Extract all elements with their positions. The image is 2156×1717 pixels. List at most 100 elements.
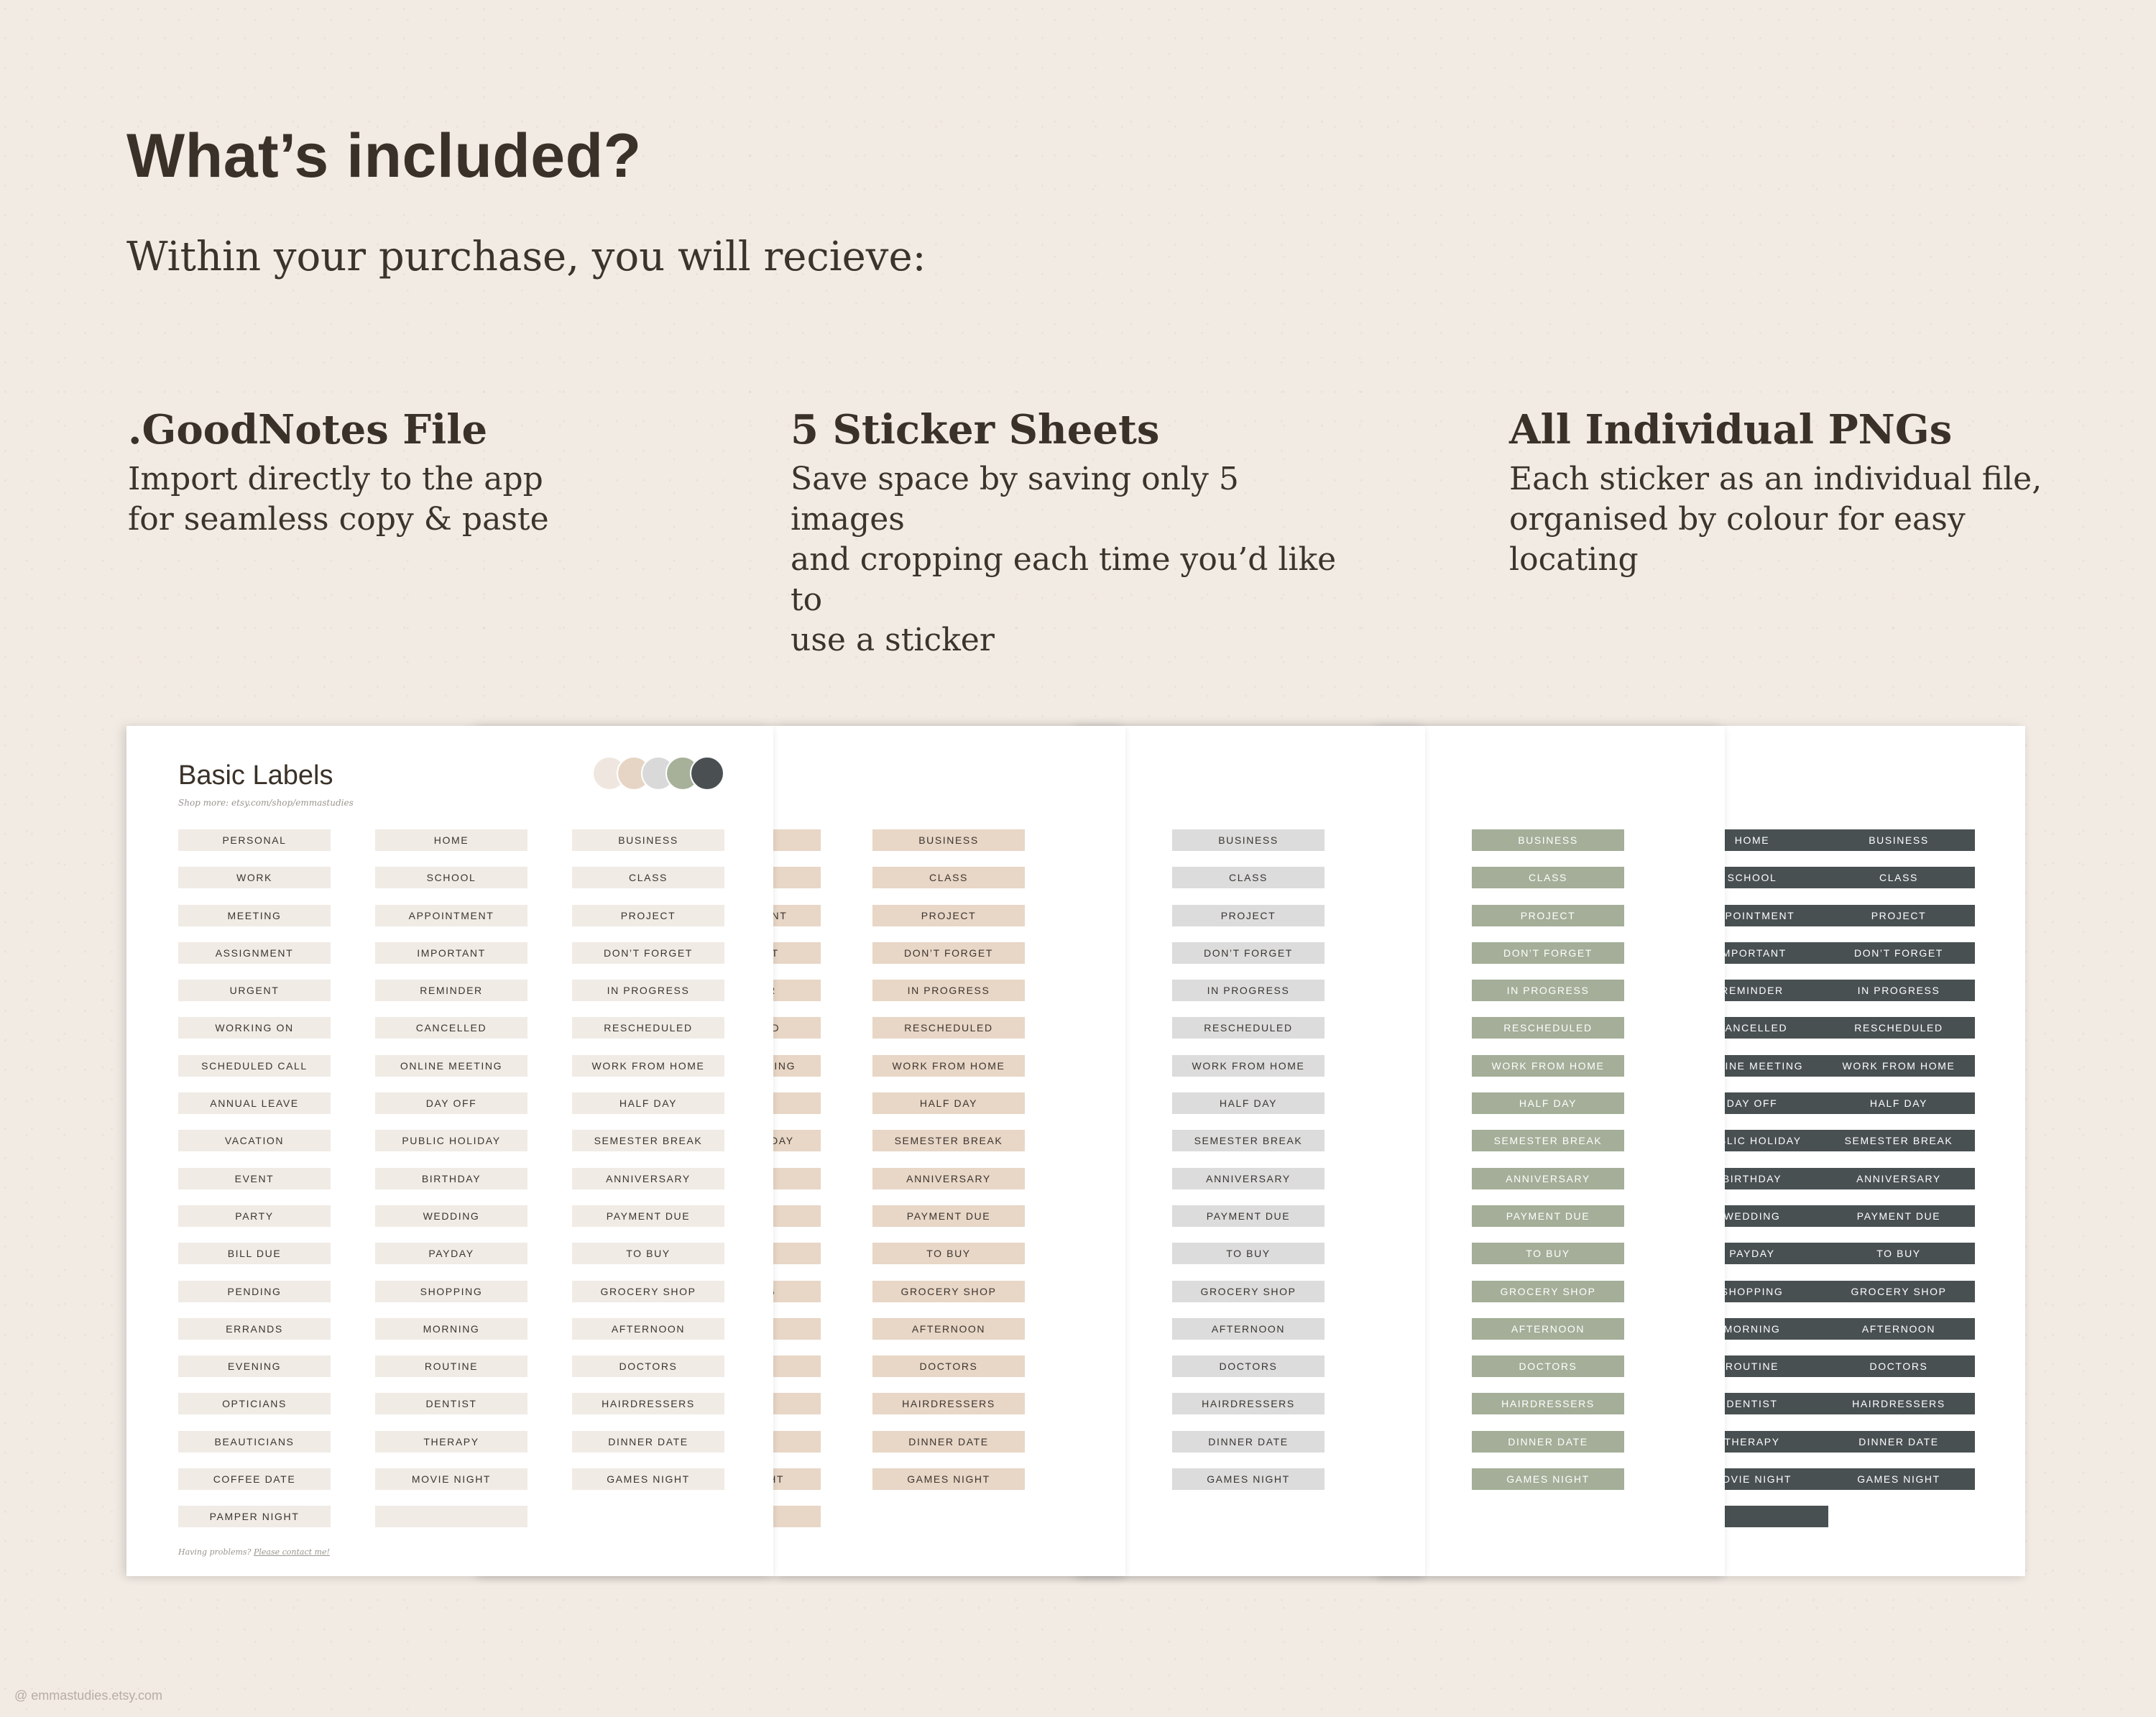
sticker-label: MOVIE NIGHT	[375, 1468, 528, 1491]
sticker-label: RESCHEDULED	[1823, 1017, 1975, 1039]
sticker-label: PROJECT	[1172, 904, 1325, 926]
sticker-label: BUSINESS	[1172, 829, 1325, 851]
sticker-label: IN PROGRESS	[1472, 980, 1624, 1002]
sticker-label: WORK FROM HOME	[572, 1054, 724, 1077]
sticker-label: PARTY	[178, 1205, 331, 1227]
sticker-label: DON’T FORGET	[1172, 942, 1325, 964]
sticker-label: ANNIVERSARY	[572, 1167, 724, 1189]
sticker-sheet-cream: Basic Labels Shop more: etsy.com/shop/em…	[126, 726, 773, 1576]
sticker-label: PAYMENT DUE	[1172, 1205, 1325, 1227]
sticker-label: WORK FROM HOME	[1823, 1054, 1975, 1077]
feature-title: .GoodNotes File	[128, 406, 488, 454]
sticker-label: SCHOOL	[375, 867, 528, 889]
sticker-label: GAMES NIGHT	[572, 1468, 724, 1491]
swatch-charcoal	[690, 756, 724, 791]
sticker-label: IN PROGRESS	[872, 980, 1025, 1002]
sticker-label: TO BUY	[1172, 1243, 1325, 1265]
sticker-label: DINNER DATE	[1472, 1430, 1624, 1453]
sticker-label: DINNER DATE	[872, 1430, 1025, 1453]
sticker-label: BUSINESS	[1472, 829, 1624, 851]
sticker-label: PENDING	[178, 1280, 331, 1302]
help-text: Having problems?	[178, 1547, 252, 1557]
label-column: PERSONAL WORK MEETING ASSIGNMENT URGENT WORKI…	[178, 829, 331, 1544]
page-heading: What’s included?	[126, 121, 642, 190]
sticker-label: PERSONAL	[178, 829, 331, 851]
feature-title: All Individual PNGs	[1509, 406, 1953, 454]
sticker-label: DON’T FORGET	[572, 942, 724, 964]
sticker-label: GROCERY SHOP	[1472, 1280, 1624, 1302]
sticker-label: URGENT	[178, 980, 331, 1002]
sticker-label: HAIRDRESSERS	[572, 1393, 724, 1415]
sticker-label: PROJECT	[1472, 904, 1624, 926]
sticker-label: PAYMENT DUE	[872, 1205, 1025, 1227]
feature-desc-line: Each sticker as an individual file,	[1509, 461, 2042, 497]
sticker-label: DAY OFF	[375, 1092, 528, 1115]
sticker-label: AFTERNOON	[572, 1317, 724, 1340]
sticker-label: PAMPER NIGHT	[178, 1506, 331, 1528]
sticker-label: PAYDAY	[375, 1243, 528, 1265]
sticker-label: WORKING ON	[178, 1017, 331, 1039]
sticker-label: HAIRDRESSERS	[1823, 1393, 1975, 1415]
sheet-title: Basic Labels	[178, 760, 333, 791]
sticker-label: CLASS	[872, 867, 1025, 889]
sticker-label: ONLINE MEETING	[375, 1054, 528, 1077]
sticker-label: DINNER DATE	[572, 1430, 724, 1453]
sticker-label: CLASS	[1823, 867, 1975, 889]
sticker-label: BILL DUE	[178, 1243, 331, 1265]
sticker-label: MORNING	[375, 1317, 528, 1340]
sticker-label: HAIRDRESSERS	[872, 1393, 1025, 1415]
sticker-label: GAMES NIGHT	[1823, 1468, 1975, 1491]
feature-goodnotes-file: .GoodNotes File Import directly to the a…	[128, 406, 688, 540]
sticker-label: BUSINESS	[1823, 829, 1975, 851]
sticker-label: DON’T FORGET	[1472, 942, 1624, 964]
sticker-label: ANNIVERSARY	[1472, 1167, 1624, 1189]
sticker-label: CLASS	[1172, 867, 1325, 889]
sticker-label: GROCERY SHOP	[1823, 1280, 1975, 1302]
sticker-label: HALF DAY	[572, 1092, 724, 1115]
sticker-label: DOCTORS	[572, 1355, 724, 1378]
sticker-label: ANNIVERSARY	[872, 1167, 1025, 1189]
sticker-label: HAIRDRESSERS	[1172, 1393, 1325, 1415]
feature-sticker-sheets: 5 Sticker Sheets Save space by saving on…	[791, 406, 1351, 660]
sticker-label: ANNIVERSARY	[1823, 1167, 1975, 1189]
sticker-label: WORK FROM HOME	[1472, 1054, 1624, 1077]
feature-desc-line: and cropping each time you’d like to	[791, 541, 1337, 618]
sticker-label: PUBLIC HOLIDAY	[375, 1130, 528, 1152]
sticker-label: RESCHEDULED	[872, 1017, 1025, 1039]
sticker-label: VACATION	[178, 1130, 331, 1152]
sticker-label: TO BUY	[1472, 1243, 1624, 1265]
contact-link[interactable]: Please contact me!	[253, 1547, 330, 1557]
sticker-label: WEDDING	[375, 1205, 528, 1227]
sticker-label: CLASS	[572, 867, 724, 889]
sticker-label: AFTERNOON	[1172, 1317, 1325, 1340]
sticker-label: SEMESTER BREAK	[1823, 1130, 1975, 1152]
page-subheading: Within your purchase, you will recieve:	[126, 234, 926, 280]
sticker-label: ANNIVERSARY	[1172, 1167, 1325, 1189]
sticker-label: EVENING	[178, 1355, 331, 1378]
sticker-label: REMINDER	[375, 980, 528, 1002]
sticker-label: ERRANDS	[178, 1317, 331, 1340]
sticker-label: DOCTORS	[872, 1355, 1025, 1378]
help-note: Having problems? Please contact me!	[178, 1547, 330, 1557]
sticker-label: GROCERY SHOP	[572, 1280, 724, 1302]
sticker-label: HALF DAY	[872, 1092, 1025, 1115]
sticker-label: APPOINTMENT	[375, 904, 528, 926]
sticker-label: GROCERY SHOP	[872, 1280, 1025, 1302]
sticker-label: BUSINESS	[572, 829, 724, 851]
sticker-label: WORK FROM HOME	[872, 1054, 1025, 1077]
sticker-label: SCHEDULED CALL	[178, 1054, 331, 1077]
sticker-label: RESCHEDULED	[1472, 1017, 1624, 1039]
feature-desc-line: use a sticker	[791, 622, 995, 658]
sticker-label: DON’T FORGET	[1823, 942, 1975, 964]
sticker-label: RESCHEDULED	[572, 1017, 724, 1039]
colour-swatches	[592, 756, 736, 791]
sticker-label: DOCTORS	[1823, 1355, 1975, 1378]
sticker-label: DOCTORS	[1172, 1355, 1325, 1378]
feature-desc-line: for seamless copy & paste	[128, 501, 549, 538]
sticker-label: EVENT	[178, 1167, 331, 1189]
sticker-label: WORK FROM HOME	[1172, 1054, 1325, 1077]
sticker-label: PAYMENT DUE	[572, 1205, 724, 1227]
sticker-label: ANNUAL LEAVE	[178, 1092, 331, 1115]
sticker-label: TO BUY	[572, 1243, 724, 1265]
sticker-label: ROUTINE	[375, 1355, 528, 1378]
